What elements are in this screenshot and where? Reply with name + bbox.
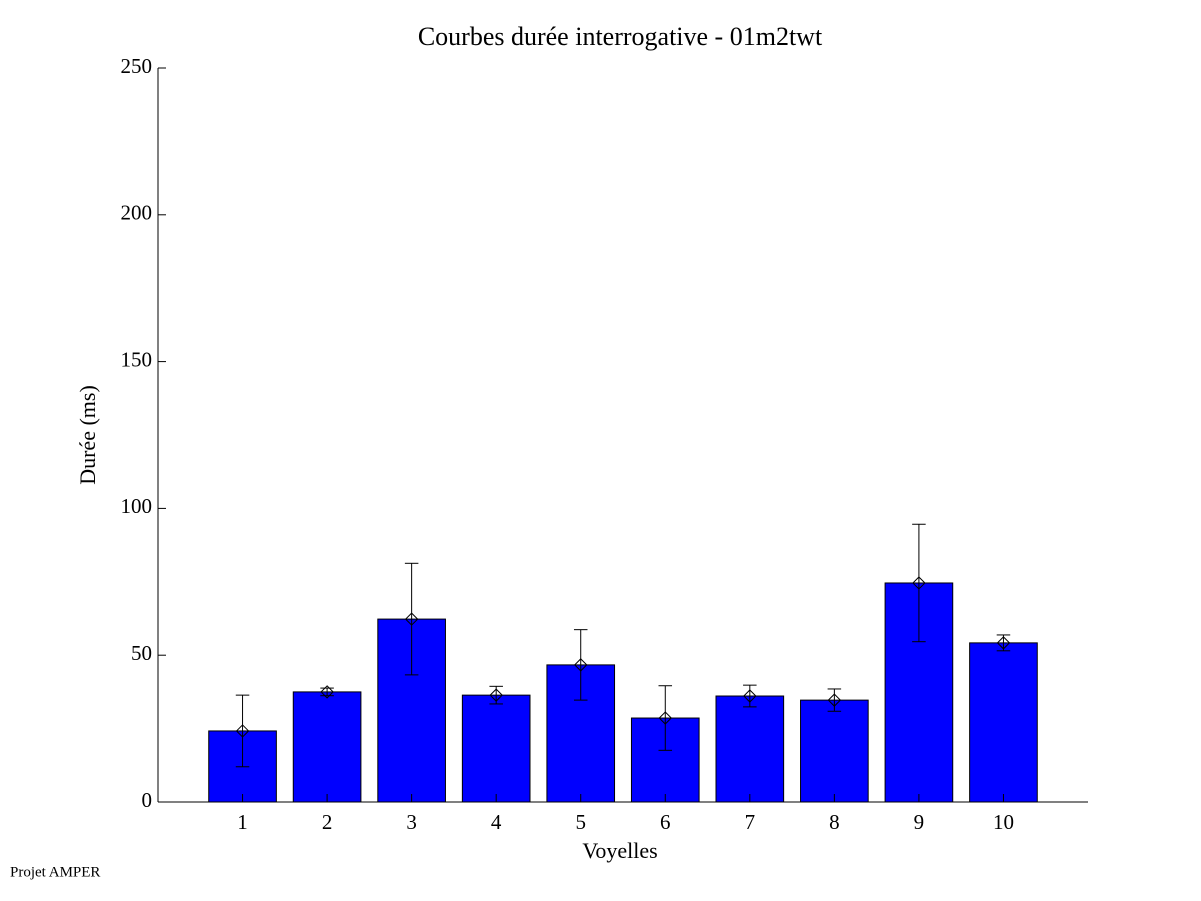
error-bar bbox=[912, 523, 926, 643]
y-tick-label: 0 bbox=[142, 788, 153, 812]
y-tick-label: 200 bbox=[121, 201, 153, 225]
mean-marker bbox=[489, 688, 503, 702]
footer: Projet AMPER bbox=[10, 864, 100, 880]
x-tick-label: 10 bbox=[993, 810, 1014, 834]
error-bar bbox=[320, 687, 334, 697]
x-tick-label: 8 bbox=[829, 810, 840, 834]
mean-marker bbox=[827, 693, 842, 707]
x-tick-label: 3 bbox=[406, 810, 417, 834]
error-bar bbox=[996, 634, 1011, 652]
error-bar bbox=[235, 694, 250, 768]
error-bar bbox=[658, 685, 673, 751]
mean-marker bbox=[658, 711, 672, 725]
y-tick-label: 150 bbox=[121, 347, 153, 371]
mean-marker bbox=[320, 685, 334, 699]
mean-marker bbox=[996, 636, 1011, 650]
mean-marker bbox=[404, 612, 419, 626]
bar bbox=[292, 691, 362, 803]
x-tick-label: 2 bbox=[322, 810, 333, 834]
x-axis-label: Voyelles bbox=[582, 838, 657, 863]
error-bar bbox=[404, 562, 419, 676]
x-tick-label: 1 bbox=[237, 810, 248, 834]
bar bbox=[630, 717, 700, 803]
bar bbox=[715, 695, 785, 803]
error-bar bbox=[827, 688, 842, 712]
y-axis-label: Durée (ms) bbox=[75, 385, 100, 485]
x-tick-label: 7 bbox=[745, 810, 756, 834]
mean-marker bbox=[743, 689, 757, 703]
y-tick-label: 100 bbox=[121, 494, 153, 518]
x-tick-label: 6 bbox=[660, 810, 671, 834]
chart-title: Courbes durée interrogative - 01m2twt bbox=[418, 22, 823, 51]
x-tick-label: 4 bbox=[491, 810, 502, 834]
bar bbox=[461, 694, 531, 803]
x-tick-label: 9 bbox=[914, 810, 925, 834]
mean-marker bbox=[912, 576, 926, 590]
y-tick-label: 250 bbox=[121, 54, 153, 78]
bar bbox=[969, 642, 1038, 803]
y-tick-label: 50 bbox=[131, 641, 152, 665]
error-bar bbox=[743, 684, 757, 708]
bar bbox=[800, 699, 869, 803]
mean-marker bbox=[235, 724, 250, 738]
mean-marker bbox=[574, 658, 588, 672]
error-bar bbox=[573, 629, 588, 701]
x-tick-label: 5 bbox=[575, 810, 586, 834]
